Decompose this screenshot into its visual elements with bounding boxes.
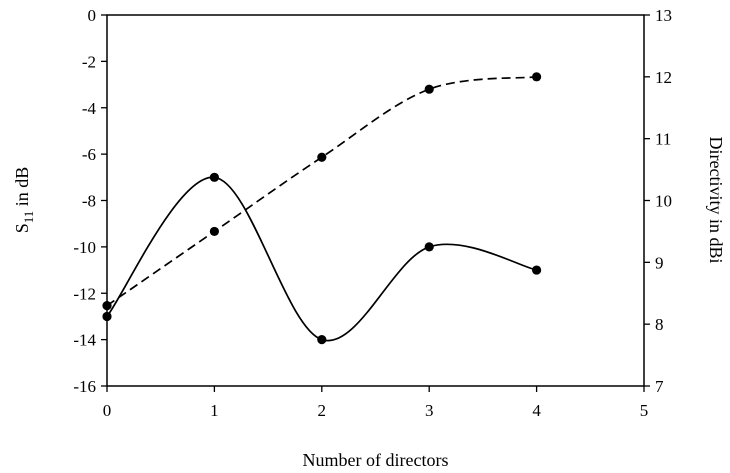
y-right-tick-label-5: 8 [655,315,664,334]
y-left-tick-label-2: -4 [82,99,97,118]
y-left-tick-label-7: -14 [73,331,96,350]
x-axis-title: Number of directors [303,450,449,470]
series-1-point-4 [532,72,542,82]
x-tick-label-2: 2 [318,401,327,420]
y-right-tick-label-3: 10 [655,192,672,211]
y-right-tick-label-6: 7 [655,377,664,396]
y-left-tick-label-1: -2 [82,52,96,71]
data-points [102,72,542,345]
y-left-tick-label-6: -12 [73,284,96,303]
series-0-line [106,176,537,342]
x-tick-label-3: 3 [425,401,434,420]
series-0-point-0 [102,311,112,322]
y-left-title-rest: in dB [12,167,32,211]
axes [106,14,645,387]
y-left-tick-label-4: -8 [82,192,96,211]
series-0-point-4 [532,265,542,275]
y-left-axis-title: S11 in dB [12,167,36,234]
x-tick-label-5: 5 [640,401,649,420]
y-right-tick-label-4: 9 [655,253,664,272]
y-right-tick-label-0: 13 [655,6,672,25]
y-left-tick-label-5: -10 [73,238,96,257]
series-0-point-2 [317,335,327,345]
series-1-point-3 [424,84,434,94]
series-1-line [106,75,537,307]
y-right-tick-label-1: 12 [655,68,672,87]
series-1-point-2 [317,152,327,162]
y-left-title-main: S [12,223,32,233]
series-0-point-1 [209,172,219,182]
series-1-point-0 [102,301,112,311]
series-1-point-1 [209,226,219,237]
y-right-axis-title: Directivity in dBi [706,137,726,264]
y-left-tick-label-3: -6 [82,145,96,164]
y-right-tick-label-2: 11 [655,130,671,149]
series-0-point-3 [424,242,434,252]
x-tick-label-0: 0 [103,401,112,420]
y-left-tick-label-0: 0 [88,6,97,25]
series-lines [106,75,537,342]
plot-frame [106,14,645,387]
x-tick-label-1: 1 [210,401,219,420]
y-left-tick-label-8: -16 [73,377,96,396]
y-left-title-sub: 11 [21,211,36,224]
x-tick-label-4: 4 [532,401,541,420]
